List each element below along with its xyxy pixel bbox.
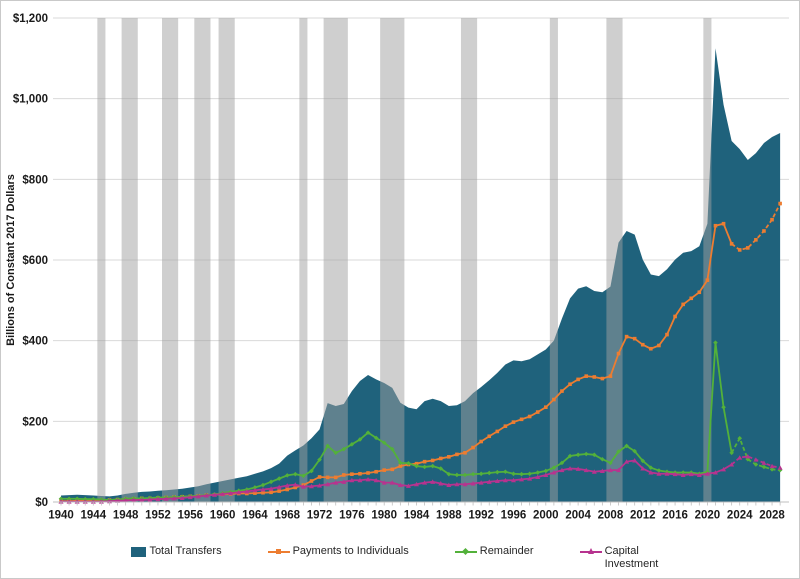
svg-text:1956: 1956 xyxy=(177,510,203,522)
recession-band xyxy=(218,18,235,502)
line-square-marker-icon xyxy=(267,548,290,554)
recession-band xyxy=(194,18,211,502)
svg-text:$1,000: $1,000 xyxy=(13,94,48,106)
svg-text:1984: 1984 xyxy=(404,510,430,522)
svg-text:1972: 1972 xyxy=(307,510,333,522)
legend-item-payments-to-individuals: Payments to Individuals xyxy=(267,544,409,559)
svg-text:1992: 1992 xyxy=(468,510,494,522)
recession-band xyxy=(549,18,558,502)
svg-text:$1,200: $1,200 xyxy=(13,13,48,25)
recession-band xyxy=(606,18,623,502)
svg-text:$0: $0 xyxy=(35,497,48,509)
svg-text:1996: 1996 xyxy=(501,510,527,522)
legend-label: Total Transfers xyxy=(149,544,222,557)
recession-band xyxy=(97,18,106,502)
chart-svg: Billions of Constant 2017 Dollars $0 $200… xyxy=(5,13,789,522)
svg-text:2020: 2020 xyxy=(695,510,721,522)
svg-text:1988: 1988 xyxy=(436,510,462,522)
svg-text:1952: 1952 xyxy=(145,510,171,522)
svg-text:2016: 2016 xyxy=(662,510,688,522)
recession-band xyxy=(380,18,405,502)
line-diamond-marker-icon xyxy=(454,547,477,555)
svg-text:2000: 2000 xyxy=(533,510,559,522)
recession-bands xyxy=(97,18,712,502)
svg-text:$200: $200 xyxy=(22,416,48,428)
svg-text:1940: 1940 xyxy=(48,510,74,522)
series-total-transfers-area xyxy=(61,48,781,502)
legend-item-total-transfers: Total Transfers xyxy=(131,544,222,559)
svg-text:1960: 1960 xyxy=(210,510,236,522)
legend-label: Capital Investment xyxy=(604,544,659,571)
legend: Total Transfers Payments to Individuals … xyxy=(1,545,799,573)
recession-band xyxy=(703,18,712,502)
recession-band xyxy=(299,18,308,502)
line-triangle-marker-icon xyxy=(579,548,602,555)
legend-item-capital-investment: Capital Investment xyxy=(579,544,669,573)
svg-text:2028: 2028 xyxy=(759,510,785,522)
recession-band xyxy=(162,18,179,502)
svg-text:1964: 1964 xyxy=(242,510,268,522)
svg-text:1944: 1944 xyxy=(81,510,107,522)
x-axis xyxy=(53,501,789,506)
svg-text:1976: 1976 xyxy=(339,510,365,522)
svg-text:2008: 2008 xyxy=(598,510,624,522)
area-swatch-icon xyxy=(131,546,147,557)
svg-text:$400: $400 xyxy=(22,336,48,348)
svg-text:2024: 2024 xyxy=(727,510,753,522)
y-axis-title: Billions of Constant 2017 Dollars xyxy=(5,174,17,346)
legend-label: Remainder xyxy=(479,544,534,557)
recession-band xyxy=(121,18,138,502)
svg-text:2004: 2004 xyxy=(565,510,591,522)
svg-text:$600: $600 xyxy=(22,255,48,267)
svg-text:1980: 1980 xyxy=(371,510,397,522)
svg-text:1948: 1948 xyxy=(113,510,139,522)
x-axis-labels: 1940 1944 1948 1952 1956 1960 1964 1968 1972 1976… xyxy=(48,510,785,522)
plot-area: Billions of Constant 2017 Dollars $0 $200… xyxy=(1,1,799,529)
svg-text:1968: 1968 xyxy=(274,510,300,522)
y-axis-labels: $0 $200 $400 $600 $800 $1,000 $1,200 xyxy=(13,13,48,509)
svg-text:2012: 2012 xyxy=(630,510,656,522)
legend-label: Payments to Individuals xyxy=(292,544,409,557)
svg-text:$800: $800 xyxy=(22,174,48,186)
recession-band xyxy=(323,18,348,502)
legend-item-remainder: Remainder xyxy=(454,544,534,559)
series-capital-investment xyxy=(58,454,783,504)
recession-band xyxy=(460,18,478,502)
